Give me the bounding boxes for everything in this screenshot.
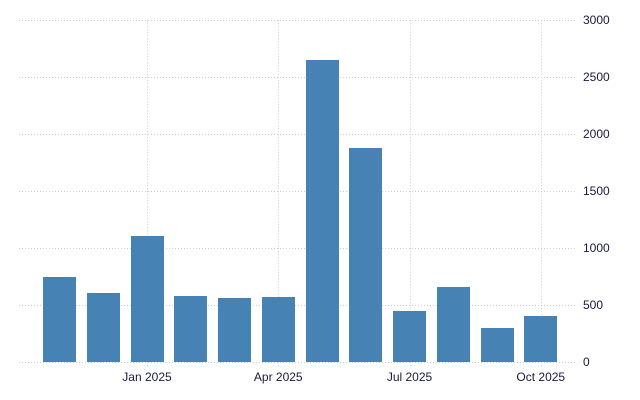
bar[interactable]	[43, 277, 76, 363]
x-tick-label: Jan 2025	[122, 370, 172, 384]
y-tick-label: 2000	[583, 127, 610, 142]
bar[interactable]	[349, 147, 383, 363]
bar[interactable]	[436, 287, 470, 363]
y-tick-label: 3000	[583, 13, 610, 28]
bar[interactable]	[261, 297, 295, 363]
x-tick-label: Apr 2025	[253, 370, 303, 384]
x-tick-label: Oct 2025	[516, 370, 566, 384]
bar[interactable]	[480, 328, 514, 363]
y-tick-label: 0	[583, 355, 590, 370]
bar[interactable]	[86, 293, 120, 363]
bar[interactable]	[130, 236, 164, 363]
bar[interactable]	[393, 311, 426, 363]
bar[interactable]	[305, 59, 339, 363]
y-tick-label: 1000	[583, 241, 610, 256]
bar[interactable]	[174, 296, 208, 363]
x-tick-label: Jul 2025	[386, 370, 433, 384]
bar[interactable]	[218, 298, 251, 363]
y-tick-label: 1500	[583, 184, 610, 199]
y-tick-label: 500	[583, 298, 604, 313]
bar[interactable]	[524, 316, 558, 363]
y-tick-label: 2500	[583, 70, 610, 85]
